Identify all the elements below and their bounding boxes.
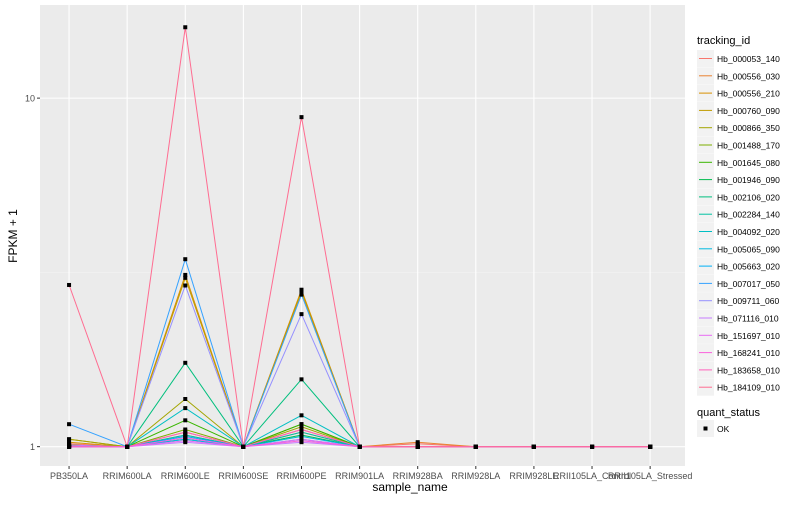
legend-point-icon — [703, 426, 708, 431]
data-point — [299, 377, 304, 382]
data-point — [415, 444, 420, 449]
data-point — [299, 434, 304, 439]
data-point — [67, 437, 72, 442]
data-point — [183, 406, 188, 411]
data-point — [299, 312, 304, 317]
data-point — [299, 438, 304, 443]
legend-label: Hb_183658_010 — [717, 365, 780, 375]
legend-label: Hb_009711_060 — [717, 296, 780, 306]
x-tick-label: RRIM600LE — [161, 471, 210, 481]
data-point — [299, 413, 304, 418]
data-point — [183, 427, 188, 432]
plot-panel — [40, 5, 685, 466]
data-point — [183, 360, 188, 365]
data-point — [183, 275, 188, 280]
legend-label: Hb_001645_080 — [717, 158, 780, 168]
y-tick-label: 10 — [25, 94, 35, 104]
legend-label: OK — [717, 424, 730, 434]
data-point — [183, 272, 188, 277]
data-point — [183, 396, 188, 401]
data-point — [299, 287, 304, 292]
data-point — [648, 444, 653, 449]
legend-label: Hb_168241_010 — [717, 348, 780, 358]
data-point — [415, 440, 420, 445]
legend-label: Hb_000760_090 — [717, 106, 780, 116]
data-point — [299, 422, 304, 427]
legend-label: Hb_001946_090 — [717, 175, 780, 185]
legend-label: Hb_005065_090 — [717, 244, 780, 254]
data-point — [590, 444, 595, 449]
legend-title-quant-status: quant_status — [697, 407, 760, 419]
data-point — [299, 115, 304, 120]
data-point — [183, 257, 188, 262]
y-tick-label: 1 — [30, 442, 35, 452]
data-point — [299, 292, 304, 297]
data-point — [299, 424, 304, 429]
y-axis-title: FPKM + 1 — [6, 209, 20, 263]
data-point — [183, 283, 188, 288]
legend-label: Hb_002284_140 — [717, 210, 780, 220]
legend-label: Hb_002106_020 — [717, 192, 780, 202]
legend-label: Hb_184109_010 — [717, 383, 780, 393]
legend-label: Hb_007017_050 — [717, 279, 780, 289]
x-tick-label: RRIM600LA — [103, 471, 152, 481]
data-point — [299, 430, 304, 435]
legend-label: Hb_000866_350 — [717, 123, 780, 133]
data-point — [183, 435, 188, 440]
x-tick-label: RRIM901LA — [335, 471, 384, 481]
x-tick-label: RRIM928LE — [509, 471, 558, 481]
data-point — [125, 444, 130, 449]
data-point — [357, 444, 362, 449]
data-point — [183, 25, 188, 30]
data-point — [67, 422, 72, 427]
data-point — [67, 440, 72, 445]
x-tick-label: RRIM600SE — [218, 471, 268, 481]
legend-title-tracking-id: tracking_id — [697, 35, 750, 47]
data-point — [473, 444, 478, 449]
data-point — [67, 444, 72, 449]
legend-label: Hb_000556_030 — [717, 71, 780, 81]
x-axis-title: sample_name — [372, 480, 448, 494]
data-point — [531, 444, 536, 449]
x-tick-label: RRII105LA_Stressed — [608, 471, 693, 481]
data-point — [299, 427, 304, 432]
legend-label: Hb_000053_140 — [717, 54, 780, 64]
x-tick-label: PB350LA — [50, 471, 88, 481]
data-point — [67, 282, 72, 287]
x-tick-label: RRIM928LA — [451, 471, 500, 481]
data-point — [241, 444, 246, 449]
data-point — [183, 430, 188, 435]
legend-label: Hb_000556_210 — [717, 89, 780, 99]
data-point — [183, 438, 188, 443]
legend-label: Hb_005663_020 — [717, 262, 780, 272]
data-point — [183, 418, 188, 423]
legend-label: Hb_004092_020 — [717, 227, 780, 237]
legend-label: Hb_001488_170 — [717, 141, 780, 151]
legend-label: Hb_071116_010 — [717, 314, 779, 324]
x-tick-label: RRII105LA_Control — [553, 471, 631, 481]
x-tick-label: RRIM600PE — [276, 471, 326, 481]
x-tick-label: RRIM928BA — [393, 471, 443, 481]
legend-label: Hb_151697_010 — [717, 331, 780, 341]
data-point — [299, 289, 304, 294]
